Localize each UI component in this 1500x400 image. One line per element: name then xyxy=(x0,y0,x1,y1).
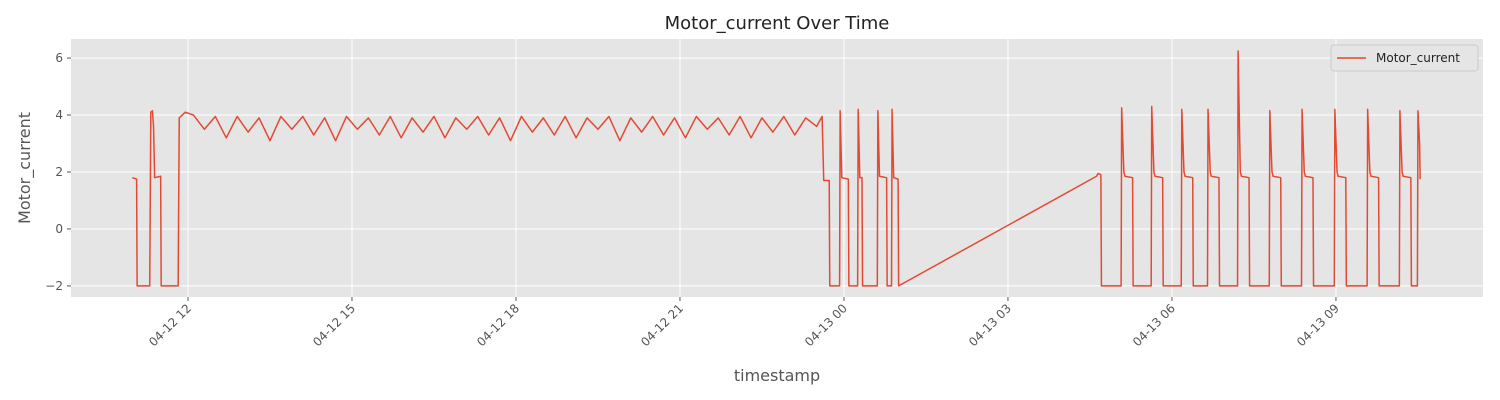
y-tick-label: 0 xyxy=(55,222,63,236)
legend-label: Motor_current xyxy=(1376,51,1460,65)
data-line xyxy=(131,50,1421,287)
x-tick-label: 04-13 06 xyxy=(1130,301,1178,349)
legend-box xyxy=(1330,44,1479,72)
x-tick-label: 04-13 09 xyxy=(1294,301,1342,349)
y-tick-label: 6 xyxy=(55,51,63,65)
x-axis-label: timestamp xyxy=(734,366,820,385)
x-tick-label: 04-12 15 xyxy=(310,301,358,349)
chart-title: Motor_current Over Time xyxy=(665,13,890,34)
x-tick-label: 04-13 00 xyxy=(802,301,850,349)
y-tick-label: 4 xyxy=(55,108,63,122)
y-tick-label: −2 xyxy=(45,279,63,293)
y-axis-label: Motor_current xyxy=(15,112,35,224)
x-tick-label: 04-12 18 xyxy=(474,301,522,349)
x-tick-label: 04-13 03 xyxy=(966,301,1014,349)
x-tick-label: 04-12 12 xyxy=(146,301,194,349)
x-tick-label: 04-12 21 xyxy=(638,301,686,349)
y-tick-label: 2 xyxy=(55,165,63,179)
plot-area xyxy=(71,39,1483,297)
